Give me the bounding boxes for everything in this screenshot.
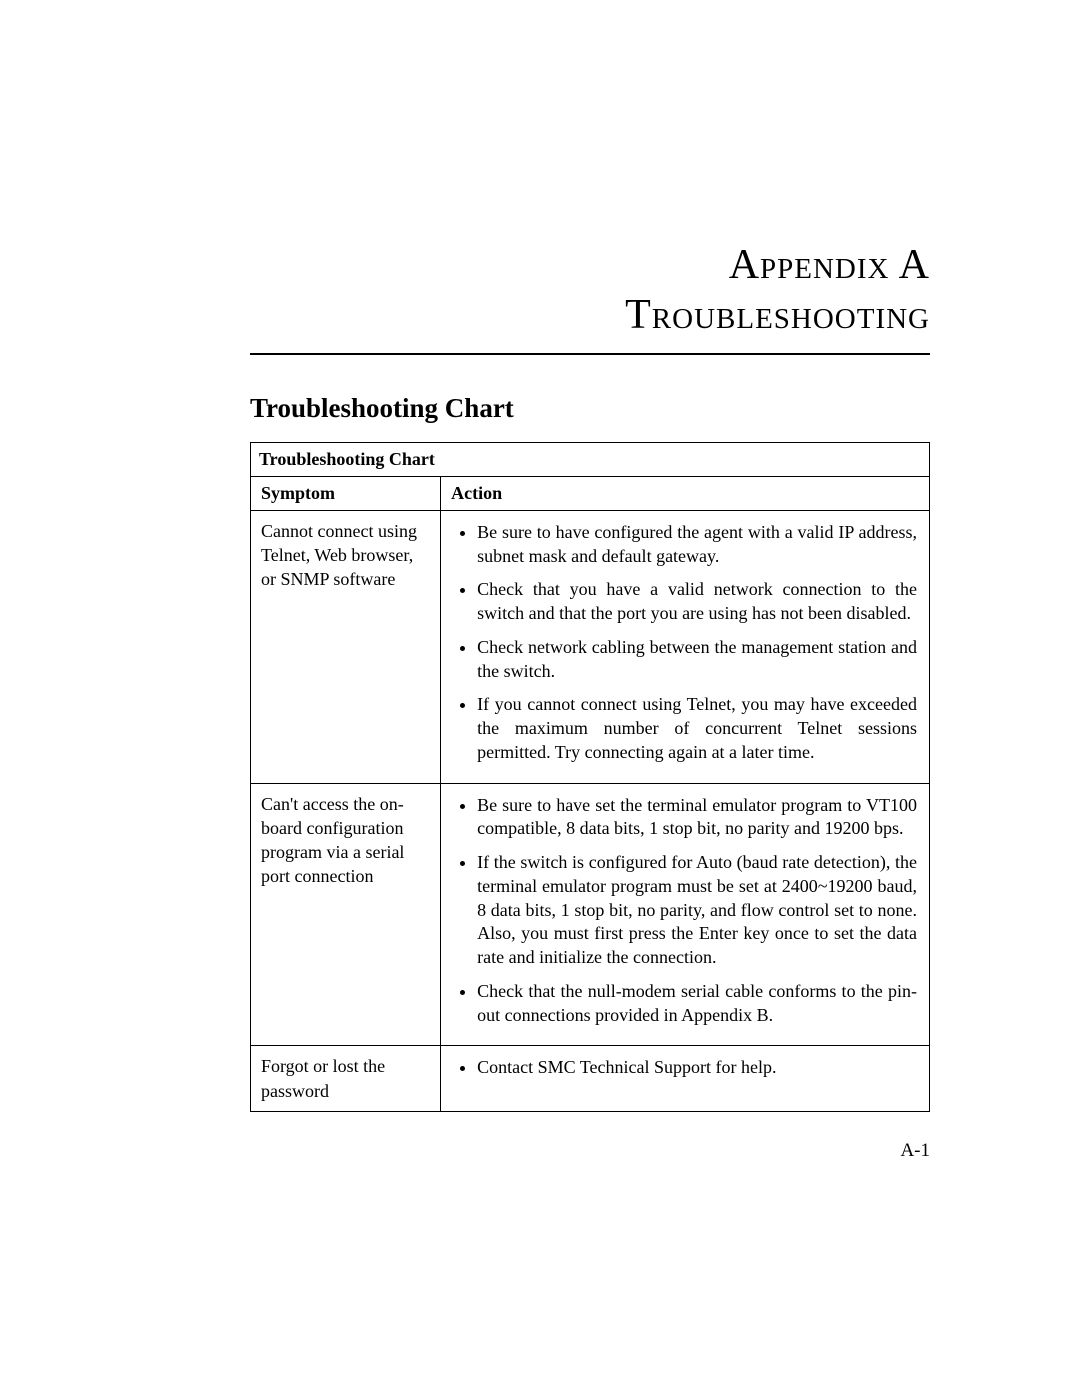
action-item: Check that you have a valid network conn… xyxy=(477,578,917,626)
action-item: Check that the null-modem serial cable c… xyxy=(477,980,917,1028)
column-header-action: Action xyxy=(441,476,930,510)
title-divider xyxy=(250,353,930,355)
action-list: Contact SMC Technical Support for help. xyxy=(453,1056,917,1080)
action-cell: Be sure to have configured the agent wit… xyxy=(441,510,930,783)
action-item: Contact SMC Technical Support for help. xyxy=(477,1056,917,1080)
document-page: Appendix A Troubleshooting Troubleshooti… xyxy=(0,0,1080,1397)
appendix-label: Appendix A xyxy=(250,240,930,290)
action-cell: Be sure to have set the terminal emulato… xyxy=(441,783,930,1046)
action-list: Be sure to have set the terminal emulato… xyxy=(453,794,917,1028)
action-item: Check network cabling between the manage… xyxy=(477,636,917,684)
symptom-cell: Can't access the on-board configuration … xyxy=(251,783,441,1046)
action-item: Be sure to have set the terminal emulato… xyxy=(477,794,917,842)
table-row: Cannot connect using Telnet, Web browser… xyxy=(251,510,930,783)
action-item: If the switch is configured for Auto (ba… xyxy=(477,851,917,970)
symptom-cell: Forgot or lost the password xyxy=(251,1046,441,1112)
appendix-title: Troubleshooting xyxy=(250,290,930,340)
table-row: Can't access the on-board configuration … xyxy=(251,783,930,1046)
table-row: Forgot or lost the password Contact SMC … xyxy=(251,1046,930,1112)
action-list: Be sure to have configured the agent wit… xyxy=(453,521,917,765)
column-header-symptom: Symptom xyxy=(251,476,441,510)
page-number: A-1 xyxy=(250,1140,930,1162)
action-item: Be sure to have configured the agent wit… xyxy=(477,521,917,569)
symptom-cell: Cannot connect using Telnet, Web browser… xyxy=(251,510,441,783)
title-block: Appendix A Troubleshooting xyxy=(250,240,930,341)
action-cell: Contact SMC Technical Support for help. xyxy=(441,1046,930,1112)
section-title: Troubleshooting Chart xyxy=(250,393,930,424)
troubleshooting-table: Troubleshooting Chart Symptom Action Can… xyxy=(250,442,930,1112)
table-caption: Troubleshooting Chart xyxy=(251,442,930,476)
action-item: If you cannot connect using Telnet, you … xyxy=(477,693,917,764)
